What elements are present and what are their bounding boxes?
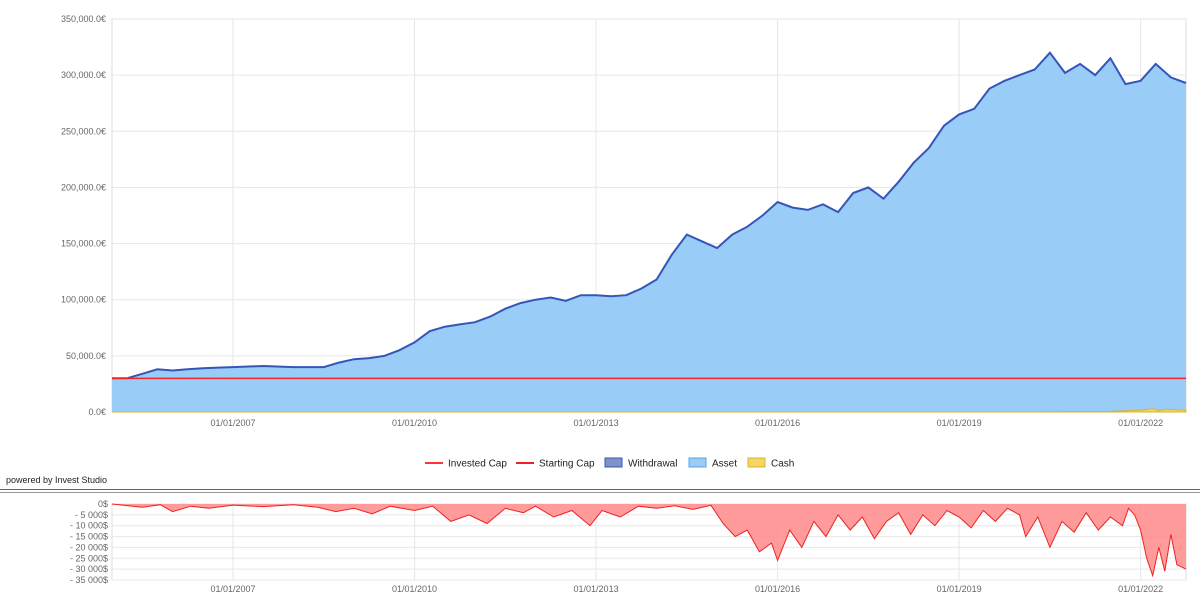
footer: powered by Invest Studio [0,475,1200,493]
y-tick-label: 300,000.0€ [61,70,106,80]
x-tick-label: 01/01/2013 [574,584,619,594]
legend-label: Asset [712,459,737,470]
y-tick-label: 100,000.0€ [61,295,106,305]
x-tick-label: 01/01/2019 [937,418,982,428]
y-tick-label: 250,000.0€ [61,126,106,136]
drawdown-chart-axes: 0$- 5 000$- 10 000$- 15 000$- 20 000$- 2… [70,499,1163,594]
x-tick-label: 01/01/2016 [755,418,800,428]
y-tick-label: 0.0€ [88,407,106,417]
main-chart-axes: 350,000.0€ 300,000.0€ 250,000.0€ 200,000.0€… [61,14,1163,428]
chart-legend: Invested Cap Starting Cap Withdrawal Asset C… [425,457,794,470]
legend-label: Cash [771,459,794,470]
y-tick-label: 50,000.0€ [66,351,106,361]
legend-label: Withdrawal [628,459,677,470]
legend-box-swatch [747,457,766,468]
legend-label: Starting Cap [539,459,595,470]
y-tick-label: - 10 000$ [70,521,108,531]
x-tick-label: 01/01/2016 [755,584,800,594]
asset-line [112,51,1187,380]
y-tick-label: 350,000.0€ [61,14,106,24]
drawdown-area [112,504,1186,576]
legend-label: Invested Cap [448,459,507,470]
powered-by-label: powered by Invest Studio [6,475,107,485]
x-tick-label: 01/01/2007 [210,418,255,428]
asset-area [112,52,1186,412]
legend-box-swatch [688,457,707,468]
y-tick-label: 0$ [98,499,108,509]
drawdown-line [111,503,1187,578]
x-tick-label: 01/01/2022 [1118,418,1163,428]
cash-area [112,408,1187,413]
drawdown-chart-grid [111,503,1187,581]
x-tick-label: 01/01/2007 [210,584,255,594]
x-tick-label: 01/01/2010 [392,418,437,428]
y-tick-label: - 20 000$ [70,542,108,552]
y-tick-label: - 30 000$ [70,564,108,574]
y-tick-label: 200,000.0€ [61,182,106,192]
y-tick-label: - 5 000$ [75,510,108,520]
legend-box-swatch [604,457,623,468]
main-chart-plot [112,51,1187,413]
y-tick-label: - 35 000$ [70,575,108,585]
x-tick-label: 01/01/2010 [392,584,437,594]
x-tick-label: 01/01/2019 [937,584,982,594]
y-tick-label: - 15 000$ [70,532,108,542]
y-tick-label: 150,000.0€ [61,239,106,249]
drawdown-plot-background [111,503,1187,581]
drawdown-chart-plot [111,503,1187,578]
x-tick-label: 01/01/2022 [1118,584,1163,594]
y-tick-label: - 25 000$ [70,553,108,563]
x-tick-label: 01/01/2013 [574,418,619,428]
